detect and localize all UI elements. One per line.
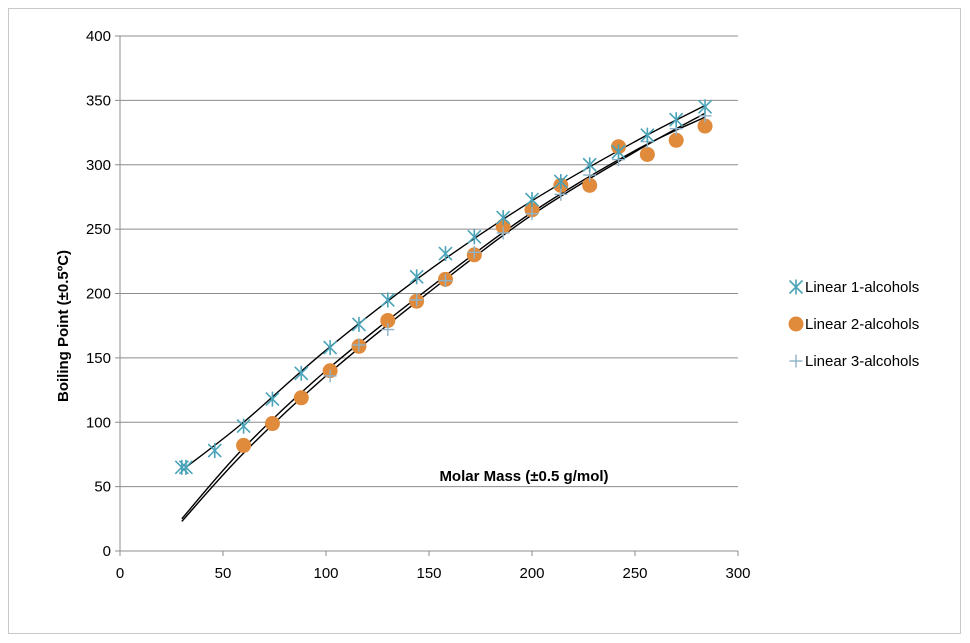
point-series1	[294, 365, 309, 381]
point-series1	[323, 340, 338, 356]
point-series1	[380, 292, 395, 308]
point-series3	[438, 274, 452, 288]
y-tick-label: 400	[86, 28, 111, 45]
point-series2	[697, 118, 713, 134]
point-series1	[207, 443, 222, 459]
legend-label: Linear 2-alcohols	[805, 316, 919, 333]
axes: 0 50 100 150 200 250 300 350 400 0 50 100 150 200 250 3…	[86, 28, 751, 582]
point-series1	[669, 112, 684, 128]
point-series1	[582, 157, 597, 173]
point-series1	[640, 127, 655, 143]
point-series2-shape	[639, 146, 655, 162]
x-tick-label: 150	[416, 565, 441, 582]
y-tick-label: 150	[86, 350, 111, 367]
point-series2-shape	[264, 416, 280, 432]
point-series2	[264, 416, 280, 432]
point-series1	[409, 269, 424, 285]
x-tick-label: 100	[313, 565, 338, 582]
legend-label: Linear 1-alcohols	[805, 279, 919, 296]
trendline-2	[181, 116, 706, 520]
y-tick-label: 250	[86, 221, 111, 238]
point-series1	[524, 192, 540, 208]
point-series2	[639, 146, 655, 162]
x-tick-label: 0	[116, 565, 124, 582]
point-series1	[236, 418, 251, 434]
point-series1	[438, 246, 453, 262]
point-series3	[554, 187, 568, 201]
data-points	[174, 99, 713, 475]
trendline-3	[181, 112, 706, 522]
point-series1	[178, 459, 193, 475]
point-series2	[668, 132, 684, 148]
y-tick-label: 300	[86, 157, 111, 174]
y-tick-label: 350	[86, 92, 111, 109]
point-series1	[351, 316, 367, 332]
point-series1	[467, 229, 482, 245]
point-series1	[265, 391, 280, 407]
point-series1	[697, 99, 713, 115]
point-series2	[582, 177, 598, 193]
x-tick-label: 300	[725, 565, 750, 582]
x-axis-title: Molar Mass (±0.5 g/mol)	[439, 468, 608, 485]
point-series3	[323, 369, 337, 383]
point-series3	[467, 245, 481, 259]
legend-item-3: Linear 3-alcohols	[789, 353, 919, 370]
legend-marker-2	[788, 316, 804, 332]
y-tick-label: 0	[103, 543, 111, 560]
point-series2	[380, 313, 396, 329]
point-series2-shape	[582, 177, 598, 193]
legend-marker-3	[789, 354, 803, 368]
point-series1	[611, 144, 626, 160]
legend-item-1: Linear 1-alcohols	[788, 279, 919, 296]
y-tick-label: 50	[94, 479, 111, 496]
point-series2-shape	[293, 390, 309, 406]
point-series1	[496, 210, 511, 226]
point-series2	[293, 390, 309, 406]
legend: Linear 1-alcohols Linear 2-alcohols Linear…	[788, 279, 919, 370]
x-tick-label: 250	[622, 565, 647, 582]
point-series3	[410, 293, 424, 307]
point-series3	[496, 226, 510, 240]
legend-marker-1	[788, 279, 804, 295]
point-series3	[525, 207, 539, 221]
legend-label: Linear 3-alcohols	[805, 353, 919, 370]
point-series2-shape	[668, 132, 684, 148]
point-series3	[352, 338, 366, 352]
y-axis-title: Boiling Point (±0.5ºC)	[55, 250, 72, 402]
x-tick-label: 200	[519, 565, 544, 582]
point-series1	[553, 173, 568, 189]
trendlines	[181, 104, 706, 522]
trendline-1	[185, 104, 706, 468]
point-series2	[236, 437, 252, 453]
point-series2-shape	[697, 118, 713, 134]
point-series2-shape	[380, 313, 396, 329]
point-series3	[381, 323, 395, 337]
gridlines	[120, 35, 738, 488]
x-tick-label: 50	[215, 565, 232, 582]
y-tick-label: 200	[86, 286, 111, 303]
y-tick-label: 100	[86, 414, 111, 431]
point-series2-shape	[236, 437, 252, 453]
legend-item-2: Linear 2-alcohols	[788, 316, 919, 333]
legend-marker-2-shape	[788, 316, 804, 332]
